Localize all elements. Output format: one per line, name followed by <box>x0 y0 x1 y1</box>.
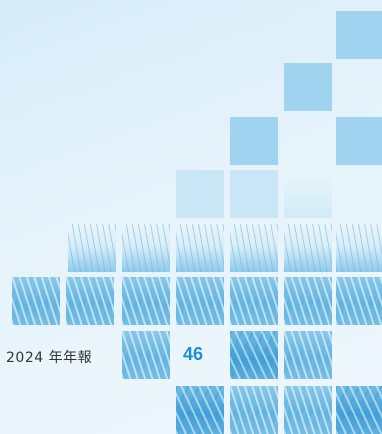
wheat-photo-tile <box>176 224 224 272</box>
wheat-photo-tile <box>122 331 170 379</box>
wheat-photo-tile <box>176 386 224 434</box>
mosaic-tile <box>176 170 224 218</box>
wheat-photo-tile <box>122 224 170 272</box>
wheat-photo-tile <box>230 224 278 272</box>
mosaic-tile <box>336 117 382 165</box>
wheat-photo-tile <box>336 224 382 272</box>
report-title-footer: 2024 年年報 <box>6 350 93 366</box>
wheat-photo-tile <box>66 277 114 325</box>
wheat-photo-tile <box>336 277 382 325</box>
wheat-photo-tile <box>12 277 60 325</box>
wheat-photo-tile <box>284 386 332 434</box>
page-number: 46 <box>183 344 204 364</box>
wheat-photo-tile <box>230 331 278 379</box>
wheat-photo-tile <box>122 277 170 325</box>
wheat-photo-tile <box>284 277 332 325</box>
wheat-photo-tile <box>230 277 278 325</box>
wheat-photo-tile <box>68 224 116 272</box>
wheat-photo-tile <box>284 224 332 272</box>
mosaic-tile <box>284 170 332 218</box>
mosaic-tile <box>284 63 332 111</box>
wheat-photo-tile <box>176 277 224 325</box>
mosaic-tile <box>230 117 278 165</box>
wheat-photo-tile <box>336 386 382 434</box>
mosaic-tile <box>230 170 278 218</box>
wheat-photo-tile <box>284 331 332 379</box>
wheat-photo-tile <box>230 386 278 434</box>
mosaic-tile <box>336 11 382 59</box>
